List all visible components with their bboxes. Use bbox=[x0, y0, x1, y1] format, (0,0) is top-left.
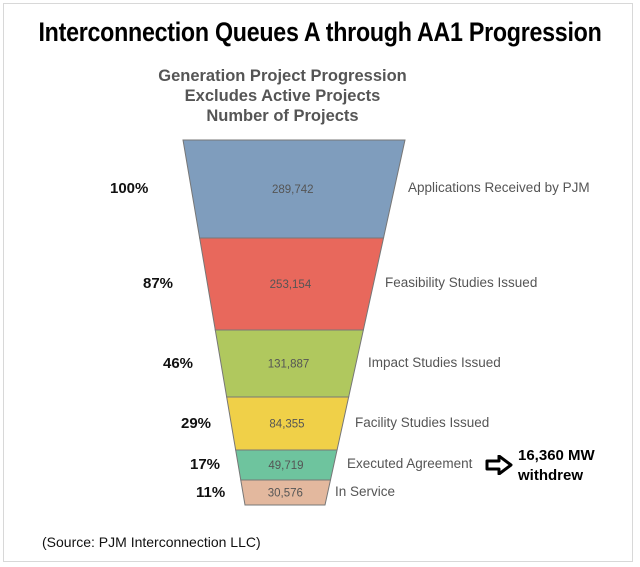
segment-value-label: 289,742 bbox=[272, 184, 314, 196]
subtitle-2: Excludes Active Projects bbox=[184, 87, 381, 105]
percent-label: 46% bbox=[163, 354, 194, 372]
subtitle-3: Number of Projects bbox=[206, 107, 359, 125]
stage-label: Facility Studies Issued bbox=[355, 414, 490, 430]
segment-value-label: 131,887 bbox=[268, 359, 310, 371]
percent-label: 11% bbox=[196, 483, 226, 501]
stage-label: Feasibility Studies Issued bbox=[385, 275, 538, 290]
right-arrow-icon bbox=[485, 455, 513, 475]
segment-value-label: 84,355 bbox=[269, 419, 304, 431]
segment-value-label: 49,719 bbox=[268, 460, 303, 472]
frame-border bbox=[3, 3, 633, 562]
segment-value-label: 30,576 bbox=[268, 488, 303, 500]
percent-label: 17% bbox=[190, 456, 221, 473]
source-note: (Source: PJM Interconnection LLC) bbox=[42, 534, 261, 550]
percent-label: 87% bbox=[143, 275, 174, 292]
stage-label: Applications Received by PJM bbox=[408, 180, 590, 195]
annotation-line-1: 16,360 MW bbox=[518, 447, 595, 464]
annotation-line-2: withdrew bbox=[518, 467, 584, 484]
percent-label: 100% bbox=[110, 180, 149, 197]
stage-label: In Service bbox=[335, 483, 396, 499]
stage-label: Executed Agreement bbox=[347, 456, 473, 471]
segment-value-label: 253,154 bbox=[270, 279, 312, 291]
funnel-segment bbox=[240, 479, 332, 506]
percent-label: 29% bbox=[181, 414, 212, 432]
subtitle-1: Generation Project Progression bbox=[158, 67, 407, 85]
stage-label: Impact Studies Issued bbox=[368, 354, 501, 370]
withdrawn-annotation: 16,360 MW withdrew bbox=[518, 446, 595, 486]
chart-title: Interconnection Queues A through AA1 Pro… bbox=[38, 17, 602, 47]
